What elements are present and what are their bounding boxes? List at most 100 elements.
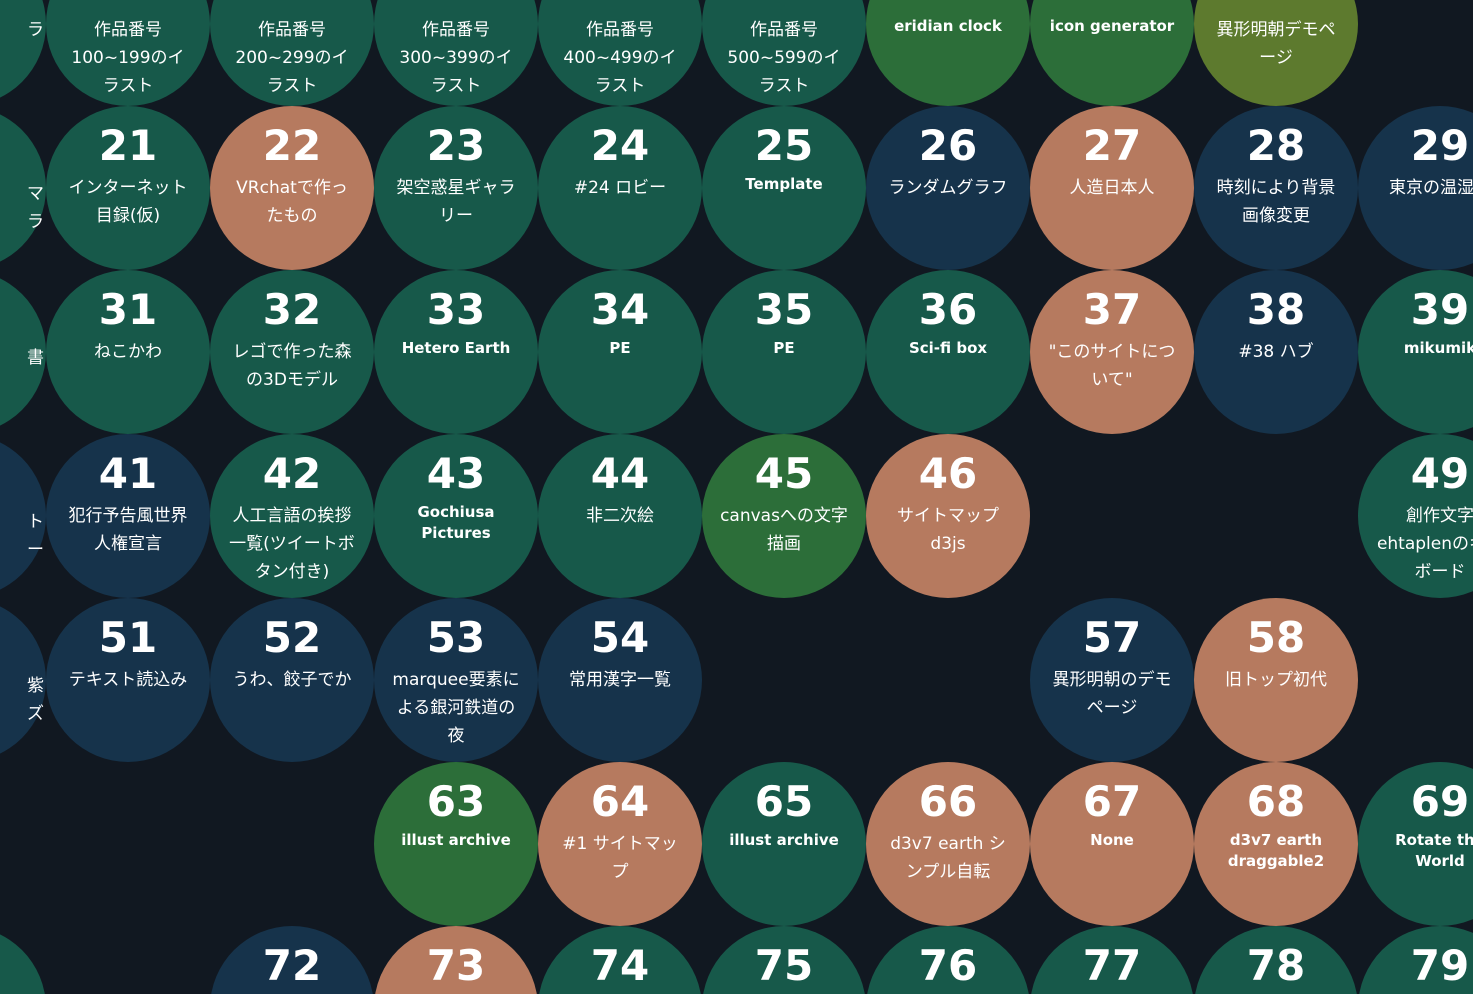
page-circle[interactable]: 68 d3v7 earth draggable2 — [1194, 762, 1358, 926]
page-title: Gochiusa Pictures — [417, 503, 495, 542]
page-circle[interactable]: 38 #38 ハブ — [1194, 270, 1358, 434]
page-circle[interactable]: 33 Hetero Earth — [374, 270, 538, 434]
page-number: 41 — [98, 449, 158, 498]
page-circle[interactable]: 作品番号 500~599のイラスト — [702, 0, 866, 106]
page-title: 書 — [27, 348, 44, 368]
page-number: 39 — [1410, 285, 1470, 334]
page-number: 25 — [754, 121, 814, 170]
page-title: 東京の温湿度 — [1389, 178, 1473, 198]
page-title: Sci-fi box — [908, 339, 988, 357]
page-circle[interactable]: 58 旧トップ初代 — [1194, 598, 1358, 762]
page-number: 45 — [754, 449, 814, 498]
page-circle[interactable]: 77 — [1030, 926, 1194, 994]
page-circle[interactable]: 64 #1 サイトマップ — [538, 762, 702, 926]
page-number: 64 — [590, 777, 650, 826]
page-circle[interactable]: 29 東京の温湿度 — [1358, 106, 1473, 270]
page-circle[interactable]: 31 ねこかわ — [46, 270, 210, 434]
page-circle[interactable]: 72 — [210, 926, 374, 994]
page-title: canvasへの文字描画 — [720, 506, 848, 554]
page-circle[interactable]: 39 mikumik — [1358, 270, 1473, 434]
page-circle[interactable]: 66 d3v7 earth シンプル自転 — [866, 762, 1030, 926]
page-circle[interactable]: 作品番号 100~199のイラスト — [46, 0, 210, 106]
page-circle[interactable]: 74 — [538, 926, 702, 994]
page-circle[interactable]: 24 #24 ロビー — [538, 106, 702, 270]
page-number: 69 — [1410, 777, 1470, 826]
page-circle[interactable]: 紫 ズ — [0, 598, 46, 762]
page-circle[interactable]: 32 レゴで作った森の3Dモデル — [210, 270, 374, 434]
page-circle[interactable]: 44 非二次絵 — [538, 434, 702, 598]
page-number: 68 — [1246, 777, 1306, 826]
page-circle[interactable]: 異形明朝デモページ — [1194, 0, 1358, 106]
page-circle[interactable]: 41 犯行予告風世界人権宣言 — [46, 434, 210, 598]
page-title: 異形明朝のデモページ — [1052, 670, 1172, 718]
page-number: 73 — [426, 941, 486, 990]
page-number: 44 — [590, 449, 650, 498]
page-circle[interactable]: 65 illust archive — [702, 762, 866, 926]
page-circle[interactable]: ト ー — [0, 434, 46, 598]
page-circle[interactable]: 57 異形明朝のデモページ — [1030, 598, 1194, 762]
page-title: 時刻により背景画像変更 — [1216, 178, 1336, 226]
page-title: VRchatで作ったもの — [236, 178, 348, 226]
page-title: うわ、餃子でか — [232, 670, 352, 690]
page-circle[interactable] — [0, 926, 46, 994]
page-circle[interactable]: マ ラ — [0, 106, 46, 270]
page-circle[interactable]: 25 Template — [702, 106, 866, 270]
page-circle[interactable]: 26 ランダムグラフ — [866, 106, 1030, 270]
page-circle[interactable]: 27 人造日本人 — [1030, 106, 1194, 270]
page-circle[interactable]: 22 VRchatで作ったもの — [210, 106, 374, 270]
page-circle[interactable]: 35 PE — [702, 270, 866, 434]
page-circle[interactable]: 63 illust archive — [374, 762, 538, 926]
page-title: icon generator — [1049, 17, 1175, 35]
page-circle[interactable]: 46 サイトマップ d3js — [866, 434, 1030, 598]
page-circle[interactable]: 52 うわ、餃子でか — [210, 598, 374, 762]
page-title: 創作文字 ehtaplenのキーボード — [1376, 506, 1473, 582]
page-circle[interactable]: 53 marquee要素による銀河鉄道の夜 — [374, 598, 538, 762]
page-circle[interactable]: icon generator — [1030, 0, 1194, 106]
page-circle[interactable]: 36 Sci-fi box — [866, 270, 1030, 434]
page-circle[interactable]: 69 Rotate the World — [1358, 762, 1473, 926]
page-title: PE — [773, 339, 795, 357]
page-number: 77 — [1082, 941, 1142, 990]
page-number: 24 — [590, 121, 650, 170]
page-number: 28 — [1246, 121, 1306, 170]
page-circle[interactable]: 43 Gochiusa Pictures — [374, 434, 538, 598]
page-circle[interactable]: 23 架空惑星ギャラリー — [374, 106, 538, 270]
page-title: 作品番号 100~199のイラスト — [71, 20, 185, 96]
page-circle[interactable]: 34 PE — [538, 270, 702, 434]
page-title: 人工言語の挨拶一覧(ツイートボタン付き) — [229, 506, 355, 582]
page-title: "このサイトについて" — [1048, 342, 1176, 390]
page-title: #38 ハブ — [1238, 342, 1314, 362]
page-title: #24 ロビー — [573, 178, 667, 198]
page-circle[interactable]: 21 インターネット目録(仮) — [46, 106, 210, 270]
page-circle[interactable]: 78 — [1194, 926, 1358, 994]
page-circle[interactable]: 作品番号 400~499のイラスト — [538, 0, 702, 106]
page-circle[interactable]: 79 — [1358, 926, 1473, 994]
page-circle[interactable]: 67 None — [1030, 762, 1194, 926]
page-title: d3v7 earth シンプル自転 — [890, 834, 1006, 882]
page-circle[interactable]: 45 canvasへの文字描画 — [702, 434, 866, 598]
page-number: 49 — [1410, 449, 1470, 498]
page-number: 57 — [1082, 613, 1142, 662]
page-circle[interactable]: 76 — [866, 926, 1030, 994]
page-circle[interactable]: 作品番号 200~299のイラスト — [210, 0, 374, 106]
page-circle[interactable]: 49 創作文字 ehtaplenのキーボード — [1358, 434, 1473, 598]
page-circle[interactable]: 28 時刻により背景画像変更 — [1194, 106, 1358, 270]
page-number: 72 — [262, 941, 322, 990]
page-circle[interactable]: ラ — [0, 0, 46, 106]
page-circle[interactable]: eridian clock — [866, 0, 1030, 106]
page-circle[interactable]: 75 — [702, 926, 866, 994]
page-circle[interactable]: 54 常用漢字一覧 — [538, 598, 702, 762]
page-number: 79 — [1410, 941, 1470, 990]
page-circle[interactable]: 書 — [0, 270, 46, 434]
page-circle[interactable]: 73 — [374, 926, 538, 994]
page-circle[interactable]: 51 テキスト読込み — [46, 598, 210, 762]
page-circle[interactable]: 37 "このサイトについて" — [1030, 270, 1194, 434]
page-circle[interactable]: 42 人工言語の挨拶一覧(ツイートボタン付き) — [210, 434, 374, 598]
page-number: 21 — [98, 121, 158, 170]
page-title: Hetero Earth — [401, 339, 511, 357]
page-number: 22 — [262, 121, 322, 170]
page-title: Template — [745, 175, 823, 193]
page-circle[interactable]: 作品番号 300~399のイラスト — [374, 0, 538, 106]
page-title: illust archive — [729, 831, 839, 849]
